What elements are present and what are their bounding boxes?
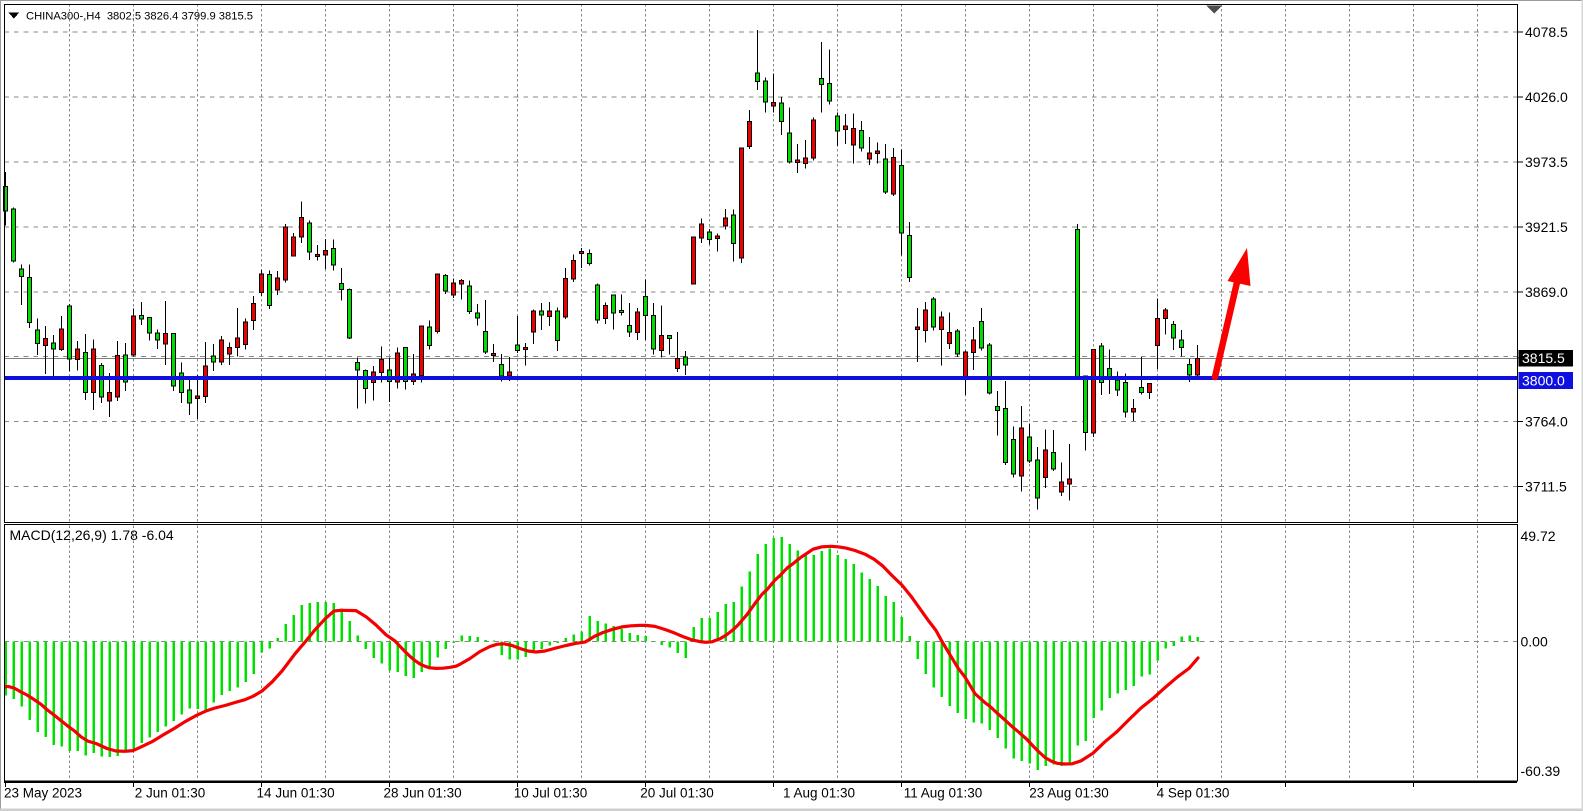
- svg-text:11 Aug 01:30: 11 Aug 01:30: [904, 786, 983, 801]
- svg-text:20 Jul 01:30: 20 Jul 01:30: [640, 786, 714, 801]
- svg-text:4 Sep 01:30: 4 Sep 01:30: [1157, 786, 1230, 801]
- svg-text:3869.0: 3869.0: [1525, 284, 1568, 300]
- svg-text:-60.39: -60.39: [1521, 763, 1561, 779]
- svg-text:0.00: 0.00: [1521, 634, 1548, 650]
- svg-text:3921.5: 3921.5: [1525, 219, 1568, 235]
- svg-text:4078.5: 4078.5: [1525, 24, 1568, 40]
- svg-text:49.72: 49.72: [1521, 528, 1556, 544]
- svg-text:3973.5: 3973.5: [1525, 154, 1568, 170]
- svg-text:10 Jul 01:30: 10 Jul 01:30: [514, 786, 588, 801]
- svg-text:3764.0: 3764.0: [1525, 414, 1568, 430]
- svg-text:4026.0: 4026.0: [1525, 89, 1568, 105]
- svg-text:3800.0: 3800.0: [1522, 373, 1565, 389]
- svg-text:28 Jun 01:30: 28 Jun 01:30: [384, 786, 462, 801]
- svg-text:CHINA300-,H4 3802.5 3826.4 37: CHINA300-,H4 3802.5 3826.4 3799.9 3815.5: [26, 10, 253, 22]
- svg-text:14 Jun 01:30: 14 Jun 01:30: [257, 786, 335, 801]
- svg-text:MACD(12,26,9) 1.78 -6.04: MACD(12,26,9) 1.78 -6.04: [10, 527, 174, 543]
- svg-text:23 May 2023: 23 May 2023: [4, 786, 82, 801]
- svg-text:3711.5: 3711.5: [1525, 479, 1567, 495]
- svg-text:2 Jun 01:30: 2 Jun 01:30: [135, 786, 206, 801]
- svg-text:3815.5: 3815.5: [1522, 350, 1565, 366]
- svg-text:23 Aug 01:30: 23 Aug 01:30: [1029, 786, 1109, 801]
- svg-text:1 Aug 01:30: 1 Aug 01:30: [783, 786, 855, 801]
